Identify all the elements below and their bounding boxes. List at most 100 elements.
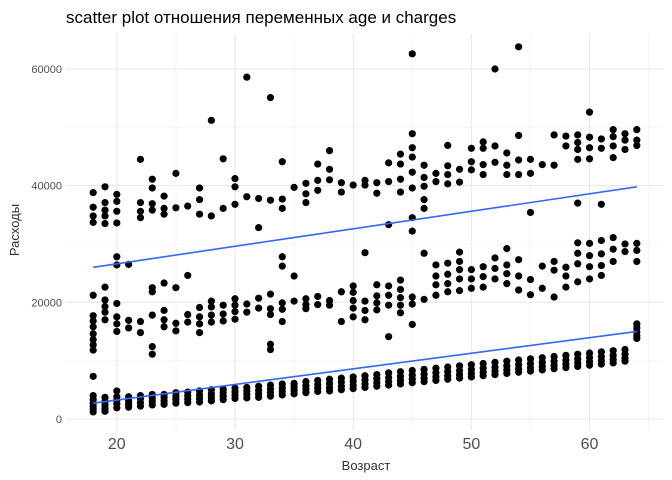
data-point <box>503 170 511 179</box>
data-point <box>337 188 345 196</box>
data-point <box>526 355 535 363</box>
data-point <box>373 189 381 197</box>
x-tick-label: 40 <box>344 436 362 453</box>
y-tick-label: 60000 <box>31 64 62 76</box>
data-point <box>219 155 227 163</box>
data-point <box>574 239 582 247</box>
data-point <box>255 382 263 390</box>
data-point <box>325 296 334 305</box>
data-point <box>148 184 156 192</box>
data-point <box>574 260 582 268</box>
x-tick-label: 30 <box>226 436 244 453</box>
data-point <box>385 282 393 290</box>
data-point <box>526 208 535 217</box>
data-point <box>455 178 464 186</box>
data-point <box>432 272 440 280</box>
data-point <box>160 316 168 324</box>
data-point <box>349 282 357 290</box>
data-point <box>633 320 641 328</box>
data-point <box>219 301 227 309</box>
data-point <box>609 233 617 242</box>
data-point <box>160 279 168 287</box>
data-point <box>231 175 239 183</box>
x-tick-label: 20 <box>108 436 126 453</box>
data-point <box>361 249 369 257</box>
data-point <box>89 346 97 354</box>
data-point <box>432 291 440 299</box>
data-point <box>148 350 156 358</box>
x-tick-label: 50 <box>462 436 480 453</box>
data-point <box>621 136 629 144</box>
data-point <box>302 198 310 207</box>
data-point <box>585 239 594 247</box>
data-point <box>444 363 452 371</box>
data-point <box>184 310 192 319</box>
data-point <box>349 296 357 305</box>
data-point <box>574 199 582 207</box>
x-axis-title: Возраст <box>342 458 391 473</box>
data-point <box>479 283 487 291</box>
data-point <box>231 301 239 309</box>
data-point <box>515 272 523 280</box>
data-point <box>408 227 416 235</box>
data-point <box>621 345 629 354</box>
data-point <box>266 196 275 204</box>
data-point <box>219 310 227 318</box>
data-point <box>113 219 121 227</box>
grid <box>66 34 664 430</box>
data-point <box>479 263 487 271</box>
data-point <box>89 323 97 331</box>
data-point <box>243 300 251 308</box>
data-point <box>503 245 511 253</box>
data-point <box>432 364 440 372</box>
data-point <box>467 275 475 283</box>
data-point <box>231 200 239 208</box>
data-point <box>408 153 416 161</box>
data-point <box>278 305 286 313</box>
data-point <box>89 330 97 338</box>
data-point <box>420 173 428 182</box>
data-point <box>136 317 145 326</box>
data-point <box>148 343 156 351</box>
data-point <box>479 170 487 179</box>
data-point <box>314 176 322 184</box>
data-point <box>101 316 109 324</box>
data-point <box>585 349 594 357</box>
data-point <box>195 329 204 337</box>
data-point <box>136 214 145 222</box>
data-point <box>160 306 168 315</box>
data-point <box>243 383 251 392</box>
data-point <box>101 283 109 291</box>
data-point <box>550 293 558 301</box>
data-point <box>266 310 275 319</box>
data-point <box>597 250 605 258</box>
data-point <box>633 141 641 149</box>
data-point <box>243 193 251 201</box>
data-point <box>172 284 180 292</box>
data-point <box>396 150 405 158</box>
data-point <box>172 319 180 327</box>
trend-lines <box>93 186 637 404</box>
data-point <box>515 131 523 140</box>
data-point <box>633 246 641 254</box>
data-point <box>526 291 535 299</box>
data-point <box>314 292 322 301</box>
data-point <box>195 210 204 218</box>
data-point <box>526 275 535 284</box>
data-point <box>349 313 357 321</box>
data-point <box>136 207 145 215</box>
data-point <box>550 257 558 266</box>
data-point <box>515 256 523 264</box>
data-point <box>231 384 239 392</box>
data-point <box>396 276 405 284</box>
data-point <box>349 304 357 312</box>
data-point <box>408 300 416 308</box>
data-point <box>373 179 381 187</box>
data-point <box>444 288 452 296</box>
data-point <box>337 374 345 382</box>
data-point <box>550 131 558 139</box>
data-point <box>278 317 286 326</box>
data-point <box>455 266 464 274</box>
data-point <box>597 348 605 356</box>
